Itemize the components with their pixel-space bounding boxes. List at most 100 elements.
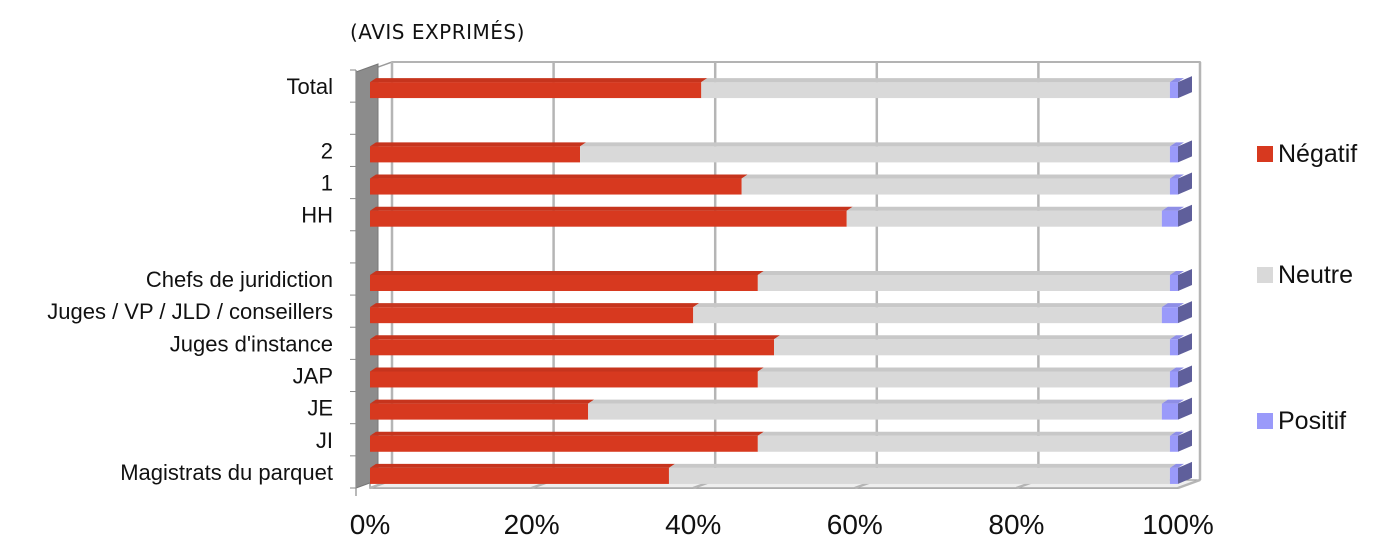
- bar-top: [1161, 399, 1184, 404]
- category-label-jap: JAP: [293, 363, 333, 388]
- bar-top: [370, 399, 595, 404]
- bars: [370, 76, 1192, 484]
- category-label-total: Total: [287, 74, 333, 99]
- legend-item-positif: Positif: [1257, 407, 1346, 435]
- bar-front: [370, 210, 847, 227]
- bar-front: [370, 307, 694, 324]
- bar-end-cap: [1178, 301, 1192, 324]
- bar-neutre-juges-d-instance: [774, 335, 1176, 356]
- bar-front: [1169, 339, 1178, 356]
- bar-front: [1169, 435, 1178, 452]
- bar-end-cap: [1178, 365, 1192, 388]
- category-labels: Total 2 1 HH Chefs de juridiction Juges / VP …: [47, 74, 333, 485]
- bar-end-cap: [1178, 76, 1192, 99]
- bar-front: [1161, 403, 1178, 420]
- bar-end-cap: [1178, 204, 1192, 227]
- bar-neutre-je: [588, 399, 1168, 420]
- bar-negatif-je: [370, 399, 595, 420]
- category-label-1: 1: [321, 171, 333, 196]
- bar-neutre-ji: [757, 431, 1176, 452]
- bar-top: [693, 303, 1168, 308]
- bar-neutre-magistrats-du-parquet: [668, 463, 1176, 484]
- bar-front: [1169, 178, 1178, 195]
- bar-positif-magistrats-du-parquet: [1169, 463, 1184, 484]
- bar-neutre-2: [580, 142, 1176, 163]
- bar-front: [693, 307, 1162, 324]
- legend-label: Positif: [1278, 407, 1346, 435]
- bar-negatif-chefs-de-juridiction: [370, 271, 764, 291]
- legend-item-neutre: Neutre: [1257, 261, 1353, 289]
- bar-neutre-jap: [757, 367, 1176, 388]
- bar-front: [757, 435, 1170, 452]
- bar-front: [1169, 467, 1178, 484]
- bar-negatif-juges-d-instance: [370, 335, 780, 356]
- bar-negatif-magistrats-du-parquet: [370, 463, 675, 484]
- bar-front: [1169, 371, 1178, 388]
- bar-top: [370, 463, 675, 468]
- bar-positif-juges-d-instance: [1169, 335, 1184, 356]
- category-label-ji: JI: [316, 428, 333, 453]
- bar-positif-2: [1169, 142, 1184, 163]
- bar-front: [370, 403, 589, 420]
- bar-positif-1: [1169, 174, 1184, 195]
- bar-front: [370, 178, 742, 195]
- bar-negatif-juges-vp-jld-conseillers: [370, 303, 700, 324]
- bar-top: [1169, 174, 1184, 179]
- legend-swatch: [1257, 267, 1273, 283]
- bar-positif-hh: [1161, 206, 1184, 227]
- bar-negatif-1: [370, 174, 748, 195]
- bar-front: [370, 371, 758, 388]
- bar-top: [774, 335, 1176, 340]
- gridline-floor: [1177, 478, 1201, 490]
- bar-front: [1161, 210, 1178, 227]
- bar-top: [1161, 206, 1184, 211]
- bar-negatif-2: [370, 142, 587, 163]
- bar-front: [370, 339, 774, 356]
- x-tick-label: 60%: [827, 509, 883, 540]
- legend-swatch: [1257, 146, 1273, 162]
- bar-top: [588, 399, 1168, 404]
- bar-front: [1169, 82, 1178, 99]
- bar-front: [370, 435, 758, 452]
- bar-top: [1161, 303, 1184, 308]
- bar-front: [1169, 275, 1178, 291]
- bar-top: [370, 206, 853, 211]
- bar-front: [370, 275, 758, 291]
- bar-front: [1169, 146, 1178, 163]
- bar-top: [370, 78, 708, 83]
- legend-item-negatif: Négatif: [1257, 140, 1357, 168]
- bar-negatif-total: [370, 78, 708, 99]
- bar-end-cap: [1178, 461, 1192, 484]
- bar-top: [668, 463, 1176, 468]
- bar-front: [701, 82, 1170, 99]
- bar-front: [774, 339, 1170, 356]
- bar-top: [1169, 271, 1184, 275]
- bar-top: [580, 142, 1176, 147]
- bar-front: [1161, 307, 1178, 324]
- bar-positif-ji: [1169, 431, 1184, 452]
- bar-positif-total: [1169, 78, 1184, 99]
- bar-front: [370, 467, 669, 484]
- bar-neutre-chefs-de-juridiction: [757, 271, 1176, 291]
- category-label-juges-d-instance: Juges d'instance: [170, 331, 333, 356]
- bar-top: [757, 431, 1176, 436]
- category-label-je: JE: [307, 396, 333, 421]
- bar-end-cap: [1178, 333, 1192, 356]
- bar-front: [668, 467, 1170, 484]
- bar-negatif-ji: [370, 431, 764, 452]
- bar-neutre-juges-vp-jld-conseillers: [693, 303, 1168, 324]
- bar-top: [1169, 78, 1184, 83]
- bar-top: [370, 335, 780, 340]
- bar-top: [1169, 367, 1184, 372]
- bar-top: [1169, 463, 1184, 468]
- bar-end-cap: [1178, 397, 1192, 420]
- bar-front: [370, 146, 581, 163]
- bar-end-cap: [1178, 269, 1192, 291]
- bar-top: [757, 271, 1176, 275]
- bar-front: [757, 275, 1170, 291]
- x-tick-labels: 0% 20% 40% 60% 80% 100%: [350, 509, 1214, 540]
- bar-negatif-hh: [370, 206, 853, 227]
- bar-top: [846, 206, 1168, 211]
- legend-label: Neutre: [1278, 261, 1353, 289]
